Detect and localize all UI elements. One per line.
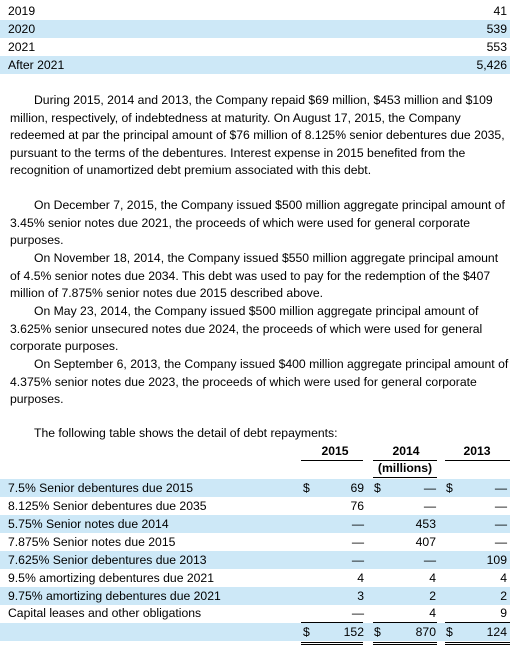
value-2014: — (423, 481, 436, 495)
maturity-year: 2019 (8, 4, 36, 18)
total-double-rule (445, 642, 510, 645)
total-row: $ 152 $ 870 $ 124 (0, 623, 510, 641)
value-2013: 109 (486, 553, 507, 567)
value-2015: 69 (350, 481, 364, 495)
table-row: 7.5% Senior debentures due 2015 $ 69 $ —… (0, 479, 510, 497)
dollar-sign: $ (446, 625, 453, 639)
header-rule (301, 460, 363, 461)
dollar-sign: $ (446, 481, 453, 495)
value-2015: 3 (357, 589, 364, 603)
dollar-sign: $ (303, 481, 310, 495)
dollar-sign: $ (374, 481, 381, 495)
row-label: 8.125% Senior debentures due 2035 (8, 499, 207, 513)
maturity-year: After 2021 (8, 58, 65, 72)
value-2014: — (423, 499, 436, 513)
maturity-amount: 41 (493, 4, 507, 18)
table-row: 9.5% amortizing debentures due 2021 4 4 … (0, 569, 510, 587)
total-2013: 124 (486, 625, 507, 639)
value-2014: 453 (415, 517, 436, 531)
table-row: Capital leases and other obligations — 4… (0, 604, 510, 622)
maturity-row: 2020 539 (0, 20, 510, 38)
maturity-row: 2019 41 (0, 2, 510, 20)
maturity-amount: 5,426 (476, 58, 508, 72)
value-2013: — (494, 535, 507, 549)
issuance-paragraph-2015: On December 7, 2015, the Company issued … (10, 197, 510, 250)
dollar-sign: $ (374, 625, 381, 639)
paragraph-text: On December 7, 2015, the Company issued … (10, 198, 505, 247)
row-label: 7.625% Senior debentures due 2013 (8, 553, 207, 567)
row-label: 9.75% amortizing debentures due 2021 (8, 589, 221, 603)
issuance-paragraph-2013: On September 6, 2013, the Company issued… (10, 356, 510, 409)
maturity-row: After 2021 5,426 (0, 56, 510, 74)
total-2015: 152 (343, 625, 364, 639)
total-double-rule (373, 642, 437, 645)
issuance-paragraph-may-2014: On May 23, 2014, the Company issued $500… (10, 303, 510, 356)
header-rule (373, 477, 437, 478)
table-row: 8.125% Senior debentures due 2035 76 — — (0, 497, 510, 515)
value-2013: 2 (500, 589, 507, 603)
row-label: 9.5% amortizing debentures due 2021 (8, 571, 214, 585)
value-2014: 4 (429, 571, 436, 585)
issuance-paragraph-nov-2014: On November 18, 2014, the Company issued… (10, 250, 510, 303)
maturity-amount: 539 (486, 22, 507, 36)
subtotal-rule (445, 622, 510, 623)
value-2013: 4 (500, 571, 507, 585)
header-rule (445, 460, 510, 461)
value-2015: — (351, 517, 364, 531)
value-2014: 407 (415, 535, 436, 549)
subtotal-rule (301, 622, 363, 623)
table-row: 7.625% Senior debentures due 2013 — — 10… (0, 551, 510, 569)
value-2015: — (351, 535, 364, 549)
paragraph-text: On September 6, 2013, the Company issued… (10, 357, 509, 406)
value-2013: 9 (500, 606, 507, 620)
value-2014: 4 (429, 606, 436, 620)
subtotal-rule (373, 622, 437, 623)
unit-label: (millions) (377, 461, 433, 475)
row-label: 7.875% Senior notes due 2015 (8, 535, 176, 549)
column-header-2015: 2015 (321, 444, 349, 458)
total-2014: 870 (415, 625, 436, 639)
value-2015: 4 (357, 571, 364, 585)
table-row: 5.75% Senior notes due 2014 — 453 — (0, 515, 510, 533)
value-2015: 76 (350, 499, 364, 513)
column-header-2014: 2014 (392, 444, 420, 458)
table-row: 7.875% Senior notes due 2015 — 407 — (0, 533, 510, 551)
table-row: 9.75% amortizing debentures due 2021 3 2… (0, 587, 510, 605)
value-2013: — (494, 499, 507, 513)
value-2013: — (494, 481, 507, 495)
total-double-rule (301, 642, 363, 645)
dollar-sign: $ (303, 625, 310, 639)
value-2014: 2 (429, 589, 436, 603)
paragraph-text: On May 23, 2014, the Company issued $500… (10, 304, 483, 353)
value-2013: — (494, 517, 507, 531)
row-label: 7.5% Senior debentures due 2015 (8, 481, 193, 495)
paragraph-text: On November 18, 2014, the Company issued… (10, 251, 499, 300)
paragraph-text: During 2015, 2014 and 2013, the Company … (10, 93, 505, 177)
row-label: 5.75% Senior notes due 2014 (8, 517, 169, 531)
column-header-2013: 2013 (463, 444, 491, 458)
maturity-amount: 553 (486, 40, 507, 54)
row-label: Capital leases and other obligations (8, 606, 202, 620)
maturity-year: 2020 (8, 22, 36, 36)
maturity-row: 2021 553 (0, 38, 510, 56)
repayment-paragraph: During 2015, 2014 and 2013, the Company … (10, 92, 510, 180)
maturity-year: 2021 (8, 40, 36, 54)
header-rule (373, 460, 437, 461)
table-intro: The following table shows the detail of … (34, 426, 338, 440)
value-2015: — (351, 553, 364, 567)
value-2014: — (423, 553, 436, 567)
value-2015: — (351, 606, 364, 620)
